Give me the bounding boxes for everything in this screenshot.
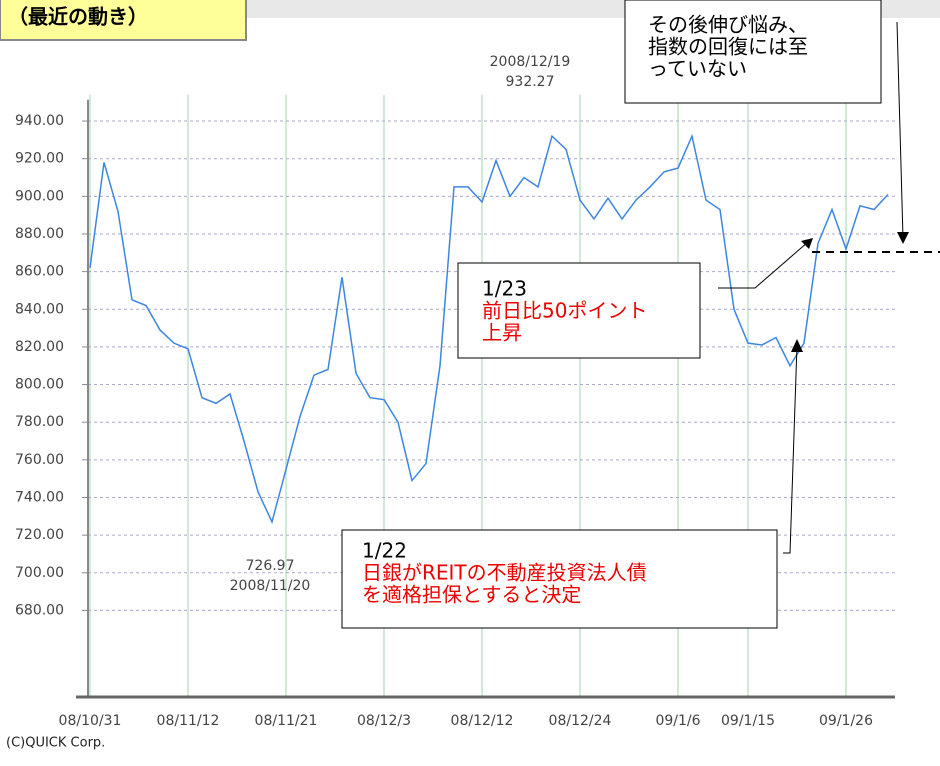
x-tick-label: 08/10/31 [59, 713, 122, 729]
annotation: 1/22 [362, 539, 407, 563]
note-box [341, 529, 778, 629]
y-tick-label: 860.00 [15, 264, 64, 280]
y-tick-label: 940.00 [15, 113, 64, 129]
y-tick-label: 760.00 [15, 452, 64, 468]
x-tick-label: 08/12/24 [549, 713, 612, 729]
annotation: 726.97 [246, 558, 295, 574]
y-tick-label: 900.00 [15, 188, 64, 204]
annotation: を適格担保とすると決定 [362, 583, 581, 607]
y-tick-label: 800.00 [15, 377, 64, 393]
y-tick-label: 840.00 [15, 301, 64, 317]
y-tick-label: 880.00 [15, 226, 64, 242]
note-box [624, 0, 882, 104]
x-tick-label: 09/1/26 [819, 713, 873, 729]
arrow [896, 21, 904, 239]
annotation: 2008/12/19 [490, 54, 571, 70]
annotation: 前日比50ポイント [482, 299, 647, 323]
x-tick-label: 08/12/12 [451, 713, 514, 729]
x-tick-label: 09/1/6 [655, 713, 700, 729]
annotation: 指数の回復には至 [648, 35, 808, 59]
chart-title: （最近の動き） [8, 5, 148, 29]
y-tick-label: 820.00 [15, 339, 64, 355]
arrow [718, 241, 809, 289]
arrowhead [801, 238, 813, 249]
y-tick-label: 680.00 [15, 602, 64, 618]
x-tick-label: 08/11/21 [255, 713, 318, 729]
note-box [457, 262, 701, 359]
y-tick-label: 720.00 [15, 527, 64, 543]
annotation: 932.27 [506, 74, 555, 90]
x-tick-label: 08/12/3 [357, 713, 411, 729]
arrowhead [897, 232, 909, 244]
y-tick-label: 740.00 [15, 489, 64, 505]
annotation: 上昇 [482, 321, 522, 345]
annotation: 1/23 [482, 277, 527, 301]
annotation: その後伸び悩み、 [648, 13, 808, 37]
source: (C)QUICK Corp. [6, 736, 105, 751]
title-box [0, 0, 247, 41]
y-tick-label: 700.00 [15, 565, 64, 581]
arrow [783, 344, 798, 554]
annotation: 2008/11/20 [230, 578, 311, 594]
plot: 08/10/31 08/11/12 08/11/21 08/12/3 08/12/12 0… [15, 94, 895, 729]
x-tick-label: 09/1/15 [721, 713, 775, 729]
annotation: 日銀がREITの不動産投資法人債 [362, 561, 647, 585]
annotations: 2008/12/19 932.27 726.97 2008/11/20 その後伸び悩み、… [230, 0, 940, 629]
y-tick-label: 920.00 [15, 151, 64, 167]
arrowhead [791, 339, 803, 352]
y-tick-label: 780.00 [15, 414, 64, 430]
annotation: っていない [648, 57, 747, 81]
line-series [89, 133, 889, 525]
x-tick-label: 08/11/12 [157, 713, 220, 729]
